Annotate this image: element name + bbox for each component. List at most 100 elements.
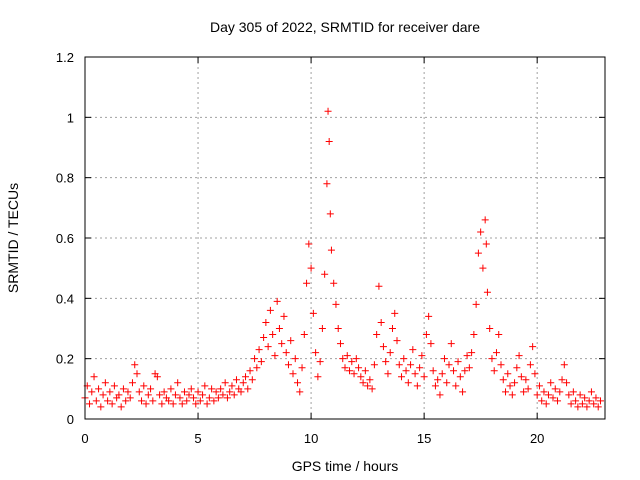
data-point — [115, 391, 123, 399]
data-point — [379, 343, 387, 351]
data-point — [138, 397, 146, 405]
data-point — [502, 388, 510, 396]
data-point — [470, 331, 478, 339]
data-point — [533, 391, 541, 399]
data-point — [544, 391, 552, 399]
data-point — [327, 246, 335, 254]
data-point — [187, 385, 195, 393]
data-point — [569, 388, 577, 396]
data-point — [332, 300, 340, 308]
data-point — [477, 228, 485, 236]
data-point — [199, 391, 207, 399]
data-point — [352, 355, 360, 363]
x-tick-label: 5 — [194, 431, 201, 446]
data-point — [377, 318, 385, 326]
data-point — [391, 309, 399, 317]
data-point — [298, 364, 306, 372]
data-point — [251, 355, 259, 363]
data-point — [275, 325, 283, 332]
grid-lines — [85, 57, 605, 419]
data-point — [409, 346, 417, 354]
data-point — [255, 346, 263, 354]
y-tick-label: 0 — [67, 412, 74, 427]
data-point — [217, 385, 225, 393]
data-point — [574, 403, 582, 411]
y-tick-label: 1 — [67, 110, 74, 125]
data-point — [511, 379, 519, 387]
data-point — [183, 397, 191, 405]
data-point — [407, 361, 415, 369]
x-tick-label: 10 — [304, 431, 318, 446]
data-point — [336, 340, 344, 348]
data-point — [343, 352, 351, 360]
data-point — [135, 388, 143, 396]
data-point — [147, 385, 155, 393]
data-point — [438, 370, 446, 378]
y-tick-label: 0.6 — [56, 231, 74, 246]
data-point — [452, 382, 460, 390]
data-point — [280, 312, 288, 320]
data-point — [260, 334, 268, 342]
data-point — [454, 358, 462, 366]
data-point — [522, 376, 530, 384]
data-point — [226, 388, 234, 396]
data-point — [165, 397, 173, 405]
data-point — [483, 288, 491, 296]
data-point — [348, 358, 356, 366]
data-point — [375, 282, 383, 290]
data-point — [524, 385, 532, 393]
data-point — [554, 397, 562, 405]
data-point — [294, 379, 302, 387]
data-point — [468, 349, 476, 357]
data-point — [434, 376, 442, 384]
data-point — [529, 343, 537, 351]
data-point — [540, 388, 548, 396]
data-point — [305, 240, 313, 248]
data-point — [205, 394, 213, 402]
data-point — [230, 391, 238, 399]
data-point — [239, 379, 247, 387]
data-point — [535, 382, 543, 390]
data-point — [368, 385, 376, 393]
data-point — [212, 388, 220, 396]
x-tick-label: 15 — [417, 431, 431, 446]
data-point — [463, 352, 471, 360]
data-point — [373, 331, 381, 339]
data-point — [324, 107, 332, 115]
data-point — [92, 397, 100, 405]
y-tick-label: 0.4 — [56, 291, 74, 306]
data-point — [99, 391, 107, 399]
data-point — [576, 391, 584, 399]
data-point — [386, 349, 394, 357]
data-point — [590, 400, 598, 408]
data-point — [108, 400, 116, 408]
data-point — [269, 331, 277, 339]
data-point — [110, 382, 118, 390]
data-point — [296, 388, 304, 396]
data-point — [214, 394, 222, 402]
data-point — [388, 325, 396, 332]
data-point — [563, 379, 571, 387]
data-point — [472, 300, 480, 308]
data-point — [284, 361, 292, 369]
y-tick-label: 0.2 — [56, 352, 74, 367]
data-point — [326, 210, 334, 218]
data-point — [232, 376, 240, 384]
data-point — [190, 394, 198, 402]
data-point — [300, 331, 308, 339]
data-point — [192, 400, 200, 408]
data-point — [88, 388, 96, 396]
x-axis-label: GPS time / hours — [292, 458, 399, 474]
data-points — [81, 107, 604, 411]
data-point — [86, 400, 94, 408]
data-point — [556, 388, 564, 396]
data-point — [592, 394, 600, 402]
data-point — [413, 382, 421, 390]
data-point — [459, 388, 467, 396]
data-point — [479, 264, 487, 272]
data-point — [443, 379, 451, 387]
data-point — [508, 391, 516, 399]
data-point — [361, 367, 369, 375]
data-point — [140, 382, 148, 390]
